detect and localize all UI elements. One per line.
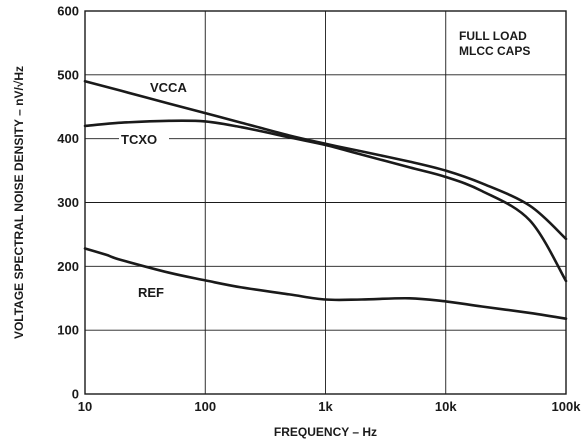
x-tick-label: 1k [318,399,333,414]
series-line-ref [83,247,568,320]
y-axis-label: VOLTAGE SPECTRAL NOISE DENSITY – nV/√Hz [12,66,26,339]
series-lines [83,79,568,320]
y-tick-label: 600 [57,4,79,19]
tick-labels: 0 100 200 300 400 500 600 10 100 1k 10k 100k [57,4,581,415]
y-tick-label: 0 [72,387,79,402]
series-label-bg-tcxo [119,130,169,147]
x-tick-label: 10k [435,399,457,414]
annotation-mlcc-caps: MLCC CAPS [459,44,530,58]
y-tick-label: 500 [57,67,79,82]
series-line-tcxo [83,119,568,283]
y-tick-label: 300 [57,195,79,210]
series-label-tcxo: TCXO [121,132,157,147]
y-tick-label: 100 [57,323,79,338]
x-tick-label: 100 [194,399,216,414]
series-label-ref: REF [138,285,164,300]
y-tick-label: 200 [57,259,79,274]
grid [85,11,566,394]
x-axis-label: FREQUENCY – Hz [274,425,377,439]
series-label-bg-vcca [148,78,196,95]
x-tick-label: 10 [78,399,92,414]
y-tick-label: 400 [57,131,79,146]
x-tick-label: 100k [552,399,582,414]
series-label-vcca: VCCA [150,80,187,95]
annotation-full-load: FULL LOAD [459,29,527,43]
plot-frame [84,10,567,395]
